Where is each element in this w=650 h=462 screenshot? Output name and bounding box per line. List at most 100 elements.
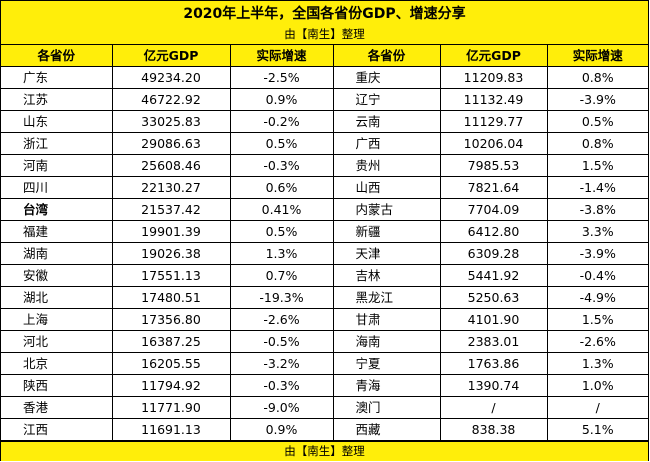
table-row: 浙江 29086.63 0.5% 广西 10206.04 0.8% (1, 132, 648, 155)
cell-province-right: 重庆 (332, 66, 441, 89)
cell-province-right: 黑龙江 (332, 286, 441, 309)
table-row: 北京 16205.55 -3.2% 宁夏 1763.86 1.3% (1, 352, 648, 375)
cell-province-left: 湖北 (1, 286, 113, 309)
cell-growth-left: 0.5% (229, 220, 334, 243)
cell-growth-right: 1.5% (546, 154, 648, 177)
cell-gdp-left: 19026.38 (111, 242, 231, 265)
table-row: 广东 49234.20 -2.5% 重庆 11209.83 0.8% (1, 66, 648, 89)
table-body: 广东 49234.20 -2.5% 重庆 11209.83 0.8% 江苏 46722.92 0… (1, 66, 648, 441)
cell-growth-right: 0.5% (546, 110, 648, 133)
cell-province-right: 甘肃 (332, 308, 441, 331)
cell-province-left: 福建 (1, 220, 113, 243)
cell-gdp-right: 5250.63 (439, 286, 548, 309)
cell-gdp-left: 19901.39 (111, 220, 231, 243)
cell-gdp-right: 4101.90 (439, 308, 548, 331)
cell-province-left: 河北 (1, 330, 113, 353)
header-gdp-left: 亿元GDP (111, 45, 231, 67)
table-row: 上海 17356.80 -2.6% 甘肃 4101.90 1.5% (1, 308, 648, 331)
header-growth-right: 实际增速 (546, 45, 648, 67)
cell-gdp-left: 17356.80 (111, 308, 231, 331)
cell-province-right: 天津 (332, 242, 441, 265)
cell-growth-right: 0.8% (546, 66, 648, 89)
cell-growth-left: 0.7% (229, 264, 334, 287)
cell-growth-left: -2.5% (229, 66, 334, 89)
cell-growth-left: -0.3% (229, 374, 334, 397)
cell-growth-right: 1.3% (546, 352, 648, 375)
page-title: 2020年上半年，全国各省份GDP、增速分享 (183, 6, 466, 22)
header-province-left: 各省份 (1, 45, 113, 67)
cell-growth-right: 0.8% (546, 132, 648, 155)
cell-province-left: 北京 (1, 352, 113, 375)
header-province-right: 各省份 (332, 45, 441, 67)
cell-gdp-left: 11691.13 (111, 418, 231, 441)
cell-gdp-left: 21537.42 (111, 198, 231, 221)
cell-gdp-left: 25608.46 (111, 154, 231, 177)
cell-gdp-left: 17551.13 (111, 264, 231, 287)
cell-gdp-right: 1390.74 (439, 374, 548, 397)
cell-province-left: 浙江 (1, 132, 113, 155)
cell-province-left: 上海 (1, 308, 113, 331)
cell-growth-left: 0.41% (229, 198, 334, 221)
table-row: 安徽 17551.13 0.7% 吉林 5441.92 -0.4% (1, 264, 648, 287)
cell-growth-left: -0.5% (229, 330, 334, 353)
cell-province-right: 青海 (332, 374, 441, 397)
cell-gdp-left: 46722.92 (111, 88, 231, 111)
cell-growth-right: -1.4% (546, 176, 648, 199)
table-row: 河北 16387.25 -0.5% 海南 2383.01 -2.6% (1, 330, 648, 353)
cell-province-left: 江西 (1, 418, 113, 441)
table-row: 山东 33025.83 -0.2% 云南 11129.77 0.5% (1, 110, 648, 133)
cell-gdp-left: 16387.25 (111, 330, 231, 353)
header-row: 各省份 亿元GDP 实际增速 各省份 亿元GDP 实际增速 (1, 45, 648, 67)
cell-gdp-right: 6412.80 (439, 220, 548, 243)
table-row: 福建 19901.39 0.5% 新疆 6412.80 3.3% (1, 220, 648, 243)
cell-gdp-right: / (439, 396, 548, 419)
cell-province-right: 贵州 (332, 154, 441, 177)
cell-growth-left: -0.2% (229, 110, 334, 133)
table-row: 江西 11691.13 0.9% 西藏 838.38 5.1% (1, 418, 648, 441)
cell-gdp-left: 33025.83 (111, 110, 231, 133)
cell-growth-right: -3.9% (546, 242, 648, 265)
cell-province-left: 安徽 (1, 264, 113, 287)
cell-province-right: 吉林 (332, 264, 441, 287)
cell-gdp-right: 10206.04 (439, 132, 548, 155)
cell-gdp-right: 1763.86 (439, 352, 548, 375)
cell-gdp-left: 22130.27 (111, 176, 231, 199)
cell-growth-left: -2.6% (229, 308, 334, 331)
cell-province-left: 四川 (1, 176, 113, 199)
cell-growth-right: 3.3% (546, 220, 648, 243)
header-gdp-right: 亿元GDP (439, 45, 548, 67)
cell-growth-left: 0.5% (229, 132, 334, 155)
cell-province-left: 河南 (1, 154, 113, 177)
cell-gdp-right: 7821.64 (439, 176, 548, 199)
cell-province-left: 湖南 (1, 242, 113, 265)
cell-growth-left: 0.9% (229, 418, 334, 441)
cell-growth-right: 1.5% (546, 308, 648, 331)
page-subtitle: 由【南生】整理 (284, 27, 365, 41)
header-growth-left: 实际增速 (229, 45, 334, 67)
cell-growth-right: -4.9% (546, 286, 648, 309)
cell-province-left: 山东 (1, 110, 113, 133)
cell-province-right: 澳门 (332, 396, 441, 419)
cell-province-right: 新疆 (332, 220, 441, 243)
cell-gdp-right: 7985.53 (439, 154, 548, 177)
cell-growth-right: -3.8% (546, 198, 648, 221)
cell-province-right: 辽宁 (332, 88, 441, 111)
cell-province-right: 内蒙古 (332, 198, 441, 221)
cell-province-right: 海南 (332, 330, 441, 353)
table-row: 湖南 19026.38 1.3% 天津 6309.28 -3.9% (1, 242, 648, 265)
cell-growth-left: 0.9% (229, 88, 334, 111)
cell-gdp-right: 11132.49 (439, 88, 548, 111)
cell-growth-left: -9.0% (229, 396, 334, 419)
cell-gdp-left: 17480.51 (111, 286, 231, 309)
gdp-table: 各省份 亿元GDP 实际增速 各省份 亿元GDP 实际增速 广东 49234.20… (1, 45, 648, 441)
cell-gdp-left: 11794.92 (111, 374, 231, 397)
cell-growth-left: -0.3% (229, 154, 334, 177)
cell-gdp-right: 2383.01 (439, 330, 548, 353)
cell-province-left: 江苏 (1, 88, 113, 111)
cell-growth-right: 1.0% (546, 374, 648, 397)
cell-gdp-right: 838.38 (439, 418, 548, 441)
footer-credit: 由【南生】整理 (1, 441, 648, 461)
cell-gdp-left: 16205.55 (111, 352, 231, 375)
cell-province-right: 云南 (332, 110, 441, 133)
